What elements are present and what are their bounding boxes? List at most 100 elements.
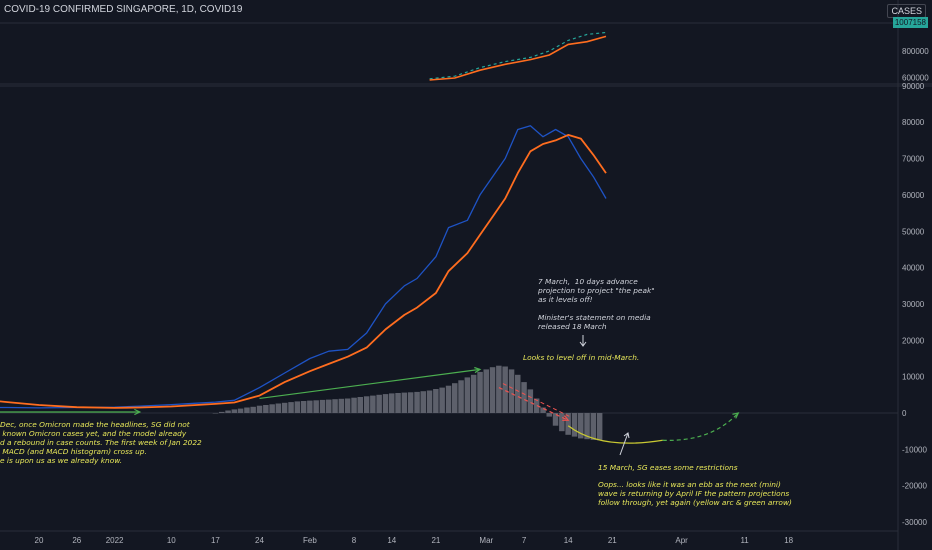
x-tick-label: 21 (608, 536, 617, 545)
histogram-bar (508, 369, 515, 413)
histogram-bar (552, 413, 559, 426)
histogram-bar (578, 413, 584, 439)
histogram-bar (521, 382, 527, 413)
histogram-bar (370, 395, 376, 413)
histogram-bar (244, 407, 250, 413)
x-tick-label: Mar (479, 536, 493, 545)
histogram-bar (477, 371, 483, 413)
histogram-bar (256, 405, 263, 413)
histogram-bar (546, 413, 552, 417)
histogram-bar (326, 399, 332, 413)
histogram-bar (483, 369, 489, 413)
histogram-bar (515, 374, 521, 413)
histogram-bar (357, 397, 363, 413)
histogram-bar (533, 398, 540, 413)
histogram-bar (420, 391, 426, 413)
histogram-bar (596, 413, 603, 441)
histogram-bar (395, 393, 401, 413)
scale-label[interactable]: CASES (887, 4, 926, 18)
lower-tick-label: 80000 (902, 118, 925, 127)
red-dashed-arrow (498, 387, 569, 421)
annotation-eases: 15 March, SG eases some restrictions (598, 463, 738, 472)
histogram-bar (571, 413, 578, 437)
histogram-bar (426, 390, 433, 413)
arrow-down-icon-head (579, 341, 587, 347)
histogram-bar (565, 413, 571, 435)
annotation-oops: Oops... looks like it was an ebb as the … (598, 480, 792, 507)
histogram-bar (439, 387, 445, 413)
histogram-bar (458, 380, 464, 413)
histogram-bar (351, 397, 357, 413)
histogram-bar (338, 398, 345, 413)
chart-title: COVID-19 CONFIRMED SINGAPORE, 1D, COVID1… (4, 4, 243, 15)
yellow-arc (567, 425, 663, 444)
upper-series-line (429, 35, 607, 81)
lower-tick-label: -20000 (902, 482, 927, 491)
green-rise-line (259, 368, 481, 400)
histogram-bar (407, 392, 414, 413)
arrow-up-icon (619, 432, 629, 456)
histogram-bar (452, 383, 458, 413)
histogram-bar (382, 394, 389, 413)
histogram-bar (219, 411, 225, 413)
histogram-bar (237, 408, 244, 413)
lower-tick-label: 0 (902, 409, 907, 418)
histogram-bar (319, 399, 326, 413)
histogram-bar (414, 391, 420, 413)
histogram-bar (433, 389, 439, 413)
lower-tick-label: 30000 (902, 300, 925, 309)
histogram-bar (288, 402, 294, 413)
annotation-projection: 7 March, 10 days advance projection to p… (538, 277, 655, 331)
histogram-bar (344, 398, 351, 413)
x-tick-label: 21 (431, 536, 440, 545)
x-tick-label: 14 (387, 536, 396, 545)
x-tick-label: 2022 (106, 536, 124, 545)
x-tick-label: 20 (35, 536, 44, 545)
x-tick-label: Apr (675, 536, 688, 545)
lower-tick-label: 20000 (902, 336, 925, 345)
histogram-bar (445, 385, 452, 413)
green-rise-line-head (474, 366, 482, 374)
x-tick-label: 14 (564, 536, 573, 545)
histogram-bar (363, 396, 370, 413)
x-tick-label: 11 (740, 536, 749, 545)
histogram-bar (307, 400, 313, 413)
histogram-bar (313, 400, 319, 413)
histogram-bar (212, 413, 219, 414)
histogram-bar (540, 407, 546, 413)
red-dashed-arrow-2 (502, 383, 572, 418)
histogram-bar (263, 405, 269, 413)
histogram-bar (590, 413, 597, 440)
lower-tick-label: 10000 (902, 373, 925, 382)
lower-tick-label: 90000 (902, 82, 925, 91)
lower-tick-label: -10000 (902, 445, 927, 454)
lower-tick-label: 60000 (902, 191, 925, 200)
histogram-bar (559, 413, 565, 432)
x-tick-label: 18 (784, 536, 793, 545)
last-value-tag: 1007158 (892, 17, 928, 28)
x-tick-label: 26 (72, 536, 81, 545)
x-tick-label: 17 (211, 536, 220, 545)
green-dashed-projection-head (732, 412, 740, 419)
slow-line (0, 133, 607, 409)
red-dashed-arrow-head (562, 415, 570, 421)
lower-tick-label: -30000 (902, 518, 927, 527)
histogram-bar (269, 404, 275, 413)
histogram-bar (225, 410, 231, 413)
x-tick-label: 7 (522, 536, 527, 545)
histogram-bar (332, 399, 338, 413)
x-tick-label: 10 (167, 536, 176, 545)
histogram-bar (527, 389, 534, 413)
histogram-bar (584, 413, 590, 440)
histogram-bar (489, 367, 496, 413)
green-dashed-projection (662, 412, 739, 441)
lower-tick-label: 70000 (902, 155, 925, 164)
annotation-level-off: Looks to level off in mid-March. (523, 353, 640, 362)
upper-tick-label: 600000 (902, 74, 929, 83)
histogram-bar (496, 365, 502, 413)
histogram-bar (502, 366, 508, 413)
annotation-omicron: Dec, once Omicron made the headlines, SG… (0, 420, 202, 465)
x-tick-label: 24 (255, 536, 264, 545)
x-tick-label: Feb (303, 536, 317, 545)
